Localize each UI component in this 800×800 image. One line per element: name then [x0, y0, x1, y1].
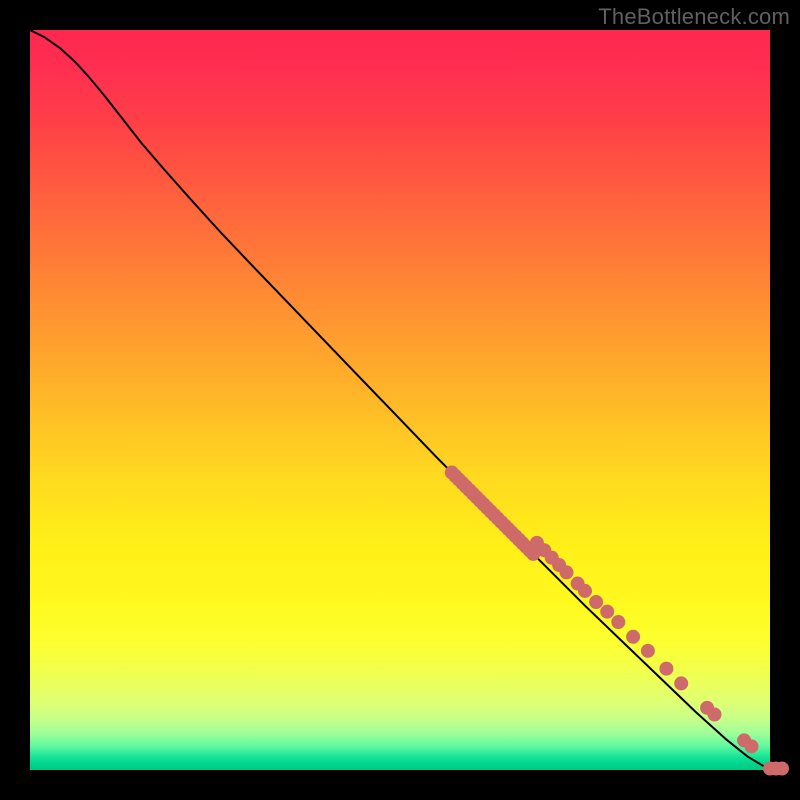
watermark-text: TheBottleneck.com [598, 4, 790, 30]
data-marker [775, 762, 789, 776]
data-marker [560, 565, 574, 579]
data-marker [641, 644, 655, 658]
plot-svg [30, 30, 784, 770]
data-marker [589, 595, 603, 609]
plot-area [30, 30, 770, 770]
data-marker [745, 739, 759, 753]
stage: TheBottleneck.com [0, 0, 800, 800]
data-marker [708, 708, 722, 722]
data-marker [600, 605, 614, 619]
data-marker [674, 676, 688, 690]
data-marker [578, 584, 592, 598]
data-marker [659, 662, 673, 676]
data-marker [611, 615, 625, 629]
data-marker [626, 630, 640, 644]
